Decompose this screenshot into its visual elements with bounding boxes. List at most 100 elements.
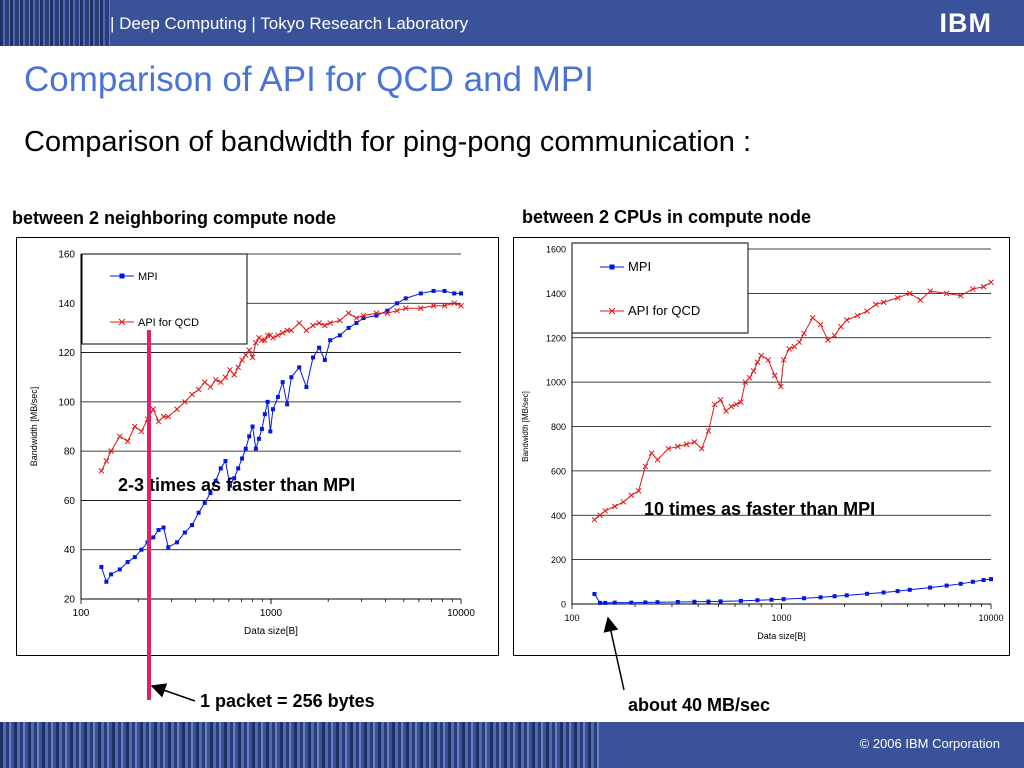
data-point [240, 456, 245, 461]
data-point [212, 376, 219, 383]
data-point [711, 401, 718, 408]
data-point [222, 374, 229, 381]
data-point [166, 545, 171, 550]
data-point [980, 283, 987, 290]
legend-marker [609, 264, 615, 270]
data-point [402, 305, 409, 312]
data-point [360, 312, 367, 319]
data-point [602, 507, 609, 514]
y-tick-label: 400 [551, 511, 566, 521]
data-point [317, 345, 322, 350]
data-point [592, 592, 597, 597]
data-point [138, 428, 145, 435]
data-point [683, 441, 690, 448]
data-point [771, 372, 778, 379]
y-tick-label: 80 [64, 447, 76, 458]
legend-label: MPI [628, 259, 651, 274]
data-point [611, 503, 618, 510]
data-point [692, 599, 697, 604]
data-point [459, 291, 463, 296]
data-point [843, 317, 850, 323]
data-point [235, 364, 242, 371]
data-point [394, 307, 400, 314]
data-point [125, 560, 130, 565]
data-point [854, 312, 861, 319]
data-point [717, 397, 724, 403]
x-tick-label: 10000 [978, 613, 1003, 623]
data-point [218, 466, 223, 471]
data-point [769, 597, 774, 602]
data-point [217, 379, 224, 385]
data-point [733, 401, 740, 408]
data-point [395, 301, 400, 306]
legend-box [571, 242, 749, 334]
slide-subtitle: Comparison of bandwidth for ping-pong co… [24, 126, 752, 158]
header-title: | Deep Computing | Tokyo Research Labora… [110, 14, 469, 33]
data-point [864, 308, 870, 314]
data-point [262, 412, 267, 417]
y-axis-label: Bandwidth [MB/sec] [521, 391, 530, 462]
data-point [270, 334, 276, 341]
y-tick-label: 100 [58, 397, 75, 408]
slide-title: Comparison of API for QCD and MPI [24, 60, 594, 99]
data-point [927, 288, 933, 295]
data-point [353, 315, 360, 321]
data-point [818, 595, 823, 600]
data-point [612, 600, 617, 605]
data-point [304, 385, 309, 390]
data-point [728, 403, 735, 410]
x-tick-label: 10000 [447, 608, 475, 619]
data-point [706, 599, 711, 604]
footer-copyright: © 2006 IBM Corporation [859, 736, 1000, 751]
data-point [103, 458, 110, 464]
data-point [837, 323, 844, 330]
data-point [907, 587, 912, 592]
data-point [261, 337, 268, 344]
data-point [354, 321, 359, 325]
data-point [310, 322, 316, 329]
legend-box [81, 253, 248, 345]
data-point [754, 359, 761, 366]
data-point [239, 357, 245, 363]
data-point [809, 314, 816, 321]
data-point [738, 399, 744, 405]
y-tick-label: 140 [58, 299, 75, 310]
data-point [958, 581, 963, 586]
data-point [643, 600, 648, 605]
data-point [928, 585, 933, 590]
data-point [723, 408, 729, 414]
data-point [758, 352, 765, 359]
data-point [674, 443, 681, 450]
data-point [374, 313, 379, 318]
y-tick-label: 60 [64, 496, 76, 507]
data-point [223, 459, 228, 463]
x-axis-label: Data size[B] [244, 626, 298, 637]
data-point [917, 297, 924, 303]
data-point [801, 596, 806, 601]
data-point [691, 439, 698, 445]
data-point [628, 492, 635, 499]
data-point [373, 310, 380, 316]
right-speedup-annotation: 10 times as faster than MPI [644, 499, 876, 519]
data-point [418, 291, 423, 296]
data-point [865, 591, 870, 596]
data-point [441, 302, 448, 309]
data-point [288, 327, 295, 334]
data-point [327, 320, 334, 326]
legend-label: API for QCD [628, 303, 700, 318]
y-tick-label: 160 [58, 250, 75, 261]
y-axis-label: Bandwidth [MB/sec] [29, 387, 39, 467]
data-point [629, 600, 634, 605]
data-point [603, 600, 608, 605]
data-point [284, 327, 290, 334]
data-point [132, 555, 137, 560]
left-chart-heading: between 2 neighboring compute node [12, 208, 337, 228]
data-point [316, 320, 322, 326]
data-point [174, 406, 180, 413]
x-tick-label: 100 [73, 608, 90, 619]
data-point [824, 337, 831, 343]
data-point [231, 371, 238, 378]
x-tick-label: 100 [564, 613, 579, 623]
data-point [384, 310, 391, 316]
data-point [247, 434, 252, 439]
